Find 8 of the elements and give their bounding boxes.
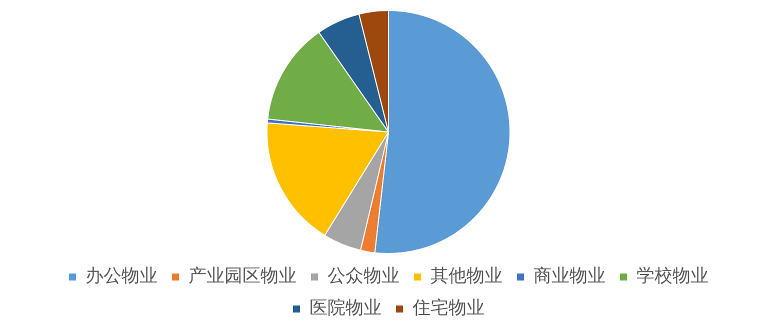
legend-label: 公众物业	[328, 266, 400, 287]
legend-label: 办公物业	[86, 266, 158, 287]
legend-label: 商业物业	[534, 266, 606, 287]
legend-label: 医院物业	[310, 298, 382, 319]
legend-label: 产业园区物业	[188, 266, 296, 287]
legend-label: 住宅物业	[412, 298, 484, 319]
legend-label: 其他物业	[430, 266, 502, 287]
legend-label: 学校物业	[636, 266, 708, 287]
